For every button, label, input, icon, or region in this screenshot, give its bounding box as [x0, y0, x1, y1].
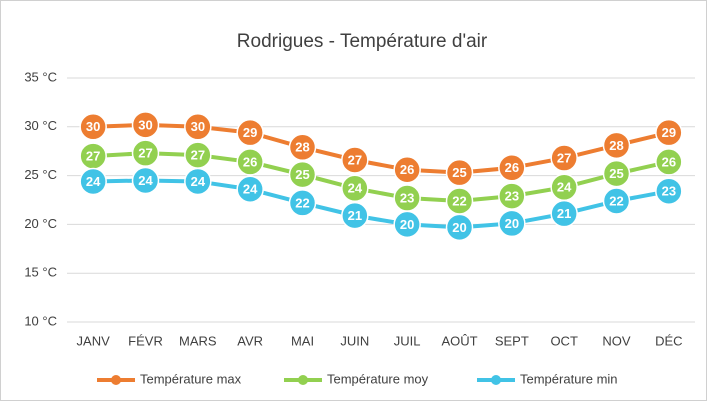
- data-label: 30: [86, 119, 100, 134]
- y-tick-label: 25 °C: [24, 167, 57, 182]
- legend-swatch-marker: [491, 375, 501, 385]
- x-tick-label: NOV: [602, 333, 631, 348]
- marker: [288, 133, 317, 162]
- chart-title: Rodrigues - Température d'air: [237, 31, 488, 52]
- x-tick-label: JUIL: [394, 333, 421, 348]
- data-label: 29: [662, 125, 676, 140]
- legend-label: Température moy: [327, 371, 429, 386]
- data-label: 24: [348, 181, 363, 196]
- marker: [184, 167, 212, 196]
- data-label: 28: [609, 138, 623, 153]
- data-label: 27: [138, 146, 152, 161]
- marker: [288, 160, 317, 189]
- data-label: 23: [662, 184, 676, 199]
- marker: [236, 175, 264, 204]
- data-label: 24: [138, 173, 153, 188]
- data-label: 27: [86, 149, 100, 164]
- legend-label: Température max: [140, 371, 242, 386]
- data-label: 28: [295, 140, 309, 155]
- marker: [393, 210, 421, 239]
- marker: [341, 174, 369, 203]
- data-label: 26: [243, 154, 257, 169]
- y-tick-label: 20 °C: [24, 216, 57, 231]
- y-tick-label: 10 °C: [24, 313, 57, 328]
- x-tick-label: MAI: [291, 333, 314, 348]
- x-tick-label: FÉVR: [128, 333, 163, 348]
- y-tick-label: 35 °C: [24, 69, 57, 84]
- data-label: 29: [243, 125, 257, 140]
- legend-label: Température min: [520, 371, 618, 386]
- marker: [602, 187, 631, 215]
- data-label: 26: [505, 160, 519, 175]
- marker: [655, 148, 683, 176]
- y-tick-label: 30 °C: [24, 118, 57, 133]
- data-label: 20: [400, 217, 414, 232]
- marker: [498, 182, 526, 210]
- marker: [550, 199, 578, 228]
- marker: [341, 146, 369, 174]
- data-label: 24: [557, 180, 572, 195]
- marker: [498, 154, 526, 182]
- marker: [131, 166, 160, 195]
- marker: [79, 113, 107, 141]
- data-label: 24: [191, 174, 206, 189]
- marker: [236, 148, 264, 176]
- marker: [550, 144, 578, 172]
- data-label: 23: [400, 190, 414, 205]
- marker: [393, 155, 421, 184]
- marker: [445, 158, 474, 187]
- data-label: 21: [557, 206, 571, 221]
- marker: [236, 118, 264, 147]
- data-label: 25: [452, 165, 466, 180]
- data-label: 27: [191, 148, 205, 163]
- marker: [131, 111, 160, 139]
- marker: [341, 201, 369, 230]
- data-label: 20: [452, 220, 466, 235]
- legend-swatch-marker: [298, 375, 308, 385]
- data-label: 25: [609, 166, 623, 181]
- marker: [131, 139, 160, 167]
- marker: [655, 177, 683, 205]
- marker: [79, 167, 107, 196]
- marker: [498, 209, 526, 238]
- marker: [602, 131, 631, 160]
- x-tick-label: DÉC: [655, 333, 682, 348]
- data-label: 30: [191, 119, 205, 134]
- data-label: 26: [400, 162, 414, 177]
- data-label: 26: [662, 154, 676, 169]
- data-label: 20: [505, 216, 519, 231]
- x-tick-label: SEPT: [495, 333, 529, 348]
- data-label: 27: [348, 152, 362, 167]
- data-label: 30: [138, 117, 152, 132]
- data-label: 21: [348, 208, 362, 223]
- data-label: 24: [243, 182, 258, 197]
- data-label: 23: [505, 189, 519, 204]
- x-tick-label: AOÛT: [441, 333, 477, 348]
- marker: [288, 189, 317, 217]
- x-tick-label: AVR: [237, 333, 263, 348]
- marker: [184, 113, 212, 141]
- x-tick-label: OCT: [550, 333, 578, 348]
- legend-swatch-marker: [111, 375, 121, 385]
- data-label: 27: [557, 150, 571, 165]
- x-tick-label: JUIN: [340, 333, 369, 348]
- marker: [655, 118, 683, 147]
- marker: [445, 213, 474, 242]
- data-label: 22: [609, 193, 623, 208]
- data-label: 22: [452, 193, 466, 208]
- y-tick-label: 15 °C: [24, 265, 57, 280]
- x-tick-label: MARS: [179, 333, 217, 348]
- x-tick-label: JANV: [77, 333, 111, 348]
- data-label: 24: [86, 174, 101, 189]
- data-label: 25: [295, 167, 309, 182]
- marker: [602, 159, 631, 188]
- data-label: 22: [295, 195, 309, 210]
